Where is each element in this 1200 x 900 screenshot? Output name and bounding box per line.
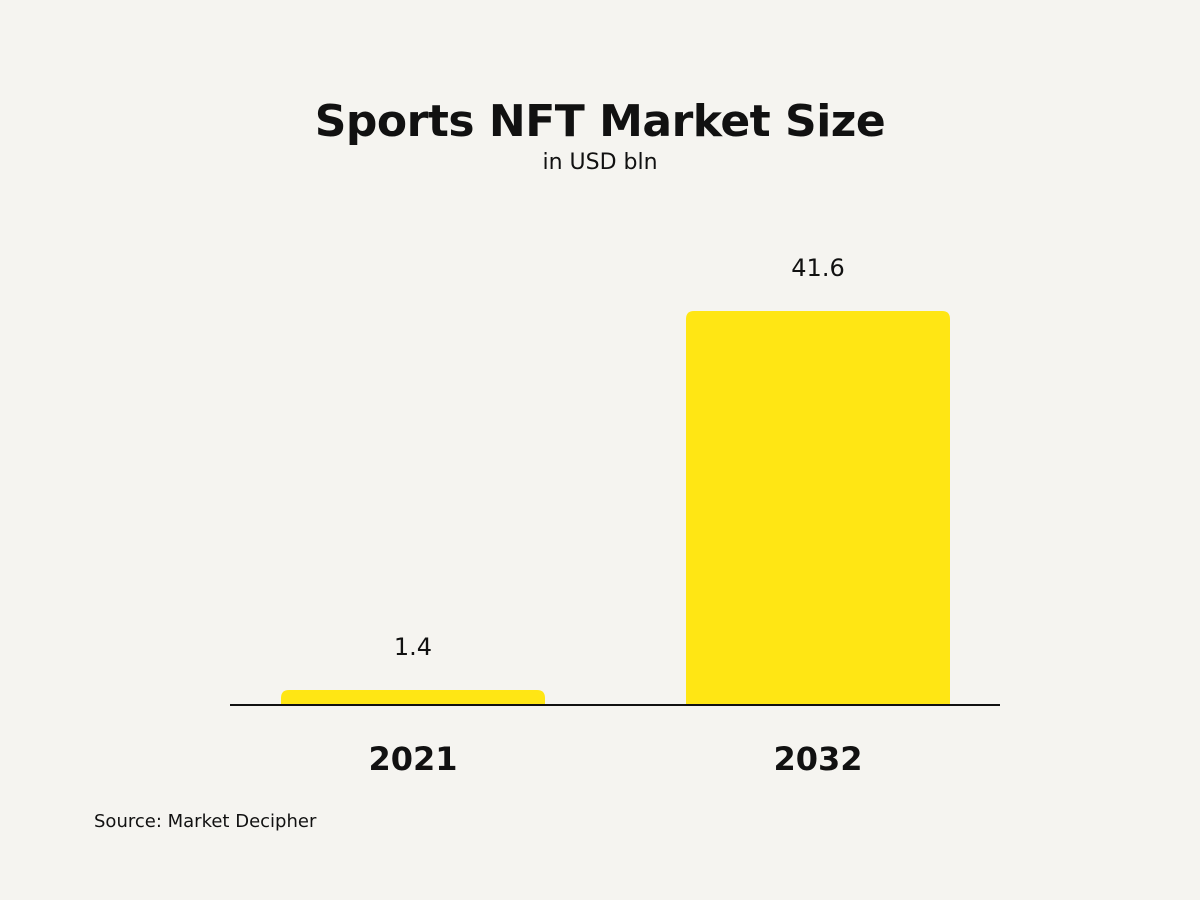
bars-layer: 1.4 2021 41.6 2032 bbox=[281, 254, 950, 778]
x-tick-label: 2032 bbox=[773, 740, 862, 778]
bar-value-label: 41.6 bbox=[791, 254, 844, 282]
bar-2032 bbox=[686, 311, 950, 704]
chart-subtitle: in USD bln bbox=[542, 150, 658, 175]
chart-title: Sports NFT Market Size bbox=[314, 96, 886, 147]
bar-value-label: 1.4 bbox=[394, 633, 432, 661]
source-note: Source: Market Decipher bbox=[94, 811, 317, 832]
x-tick-label: 2021 bbox=[368, 740, 457, 778]
bar-2021 bbox=[281, 690, 545, 704]
